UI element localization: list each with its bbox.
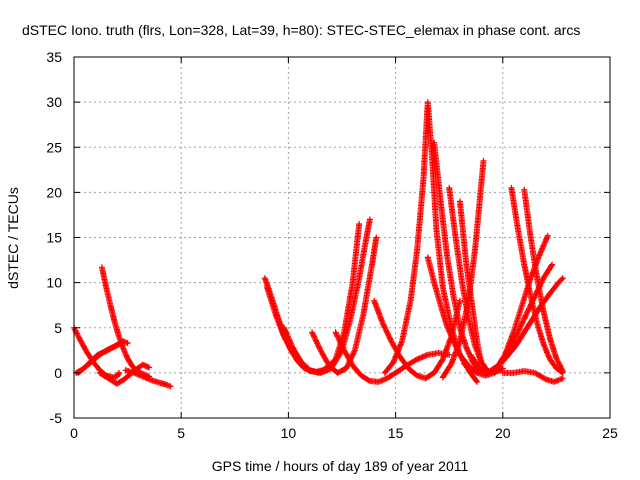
y-tick-label: 0 (54, 365, 62, 381)
series-arc-11 (332, 329, 453, 385)
series-markers (439, 157, 487, 381)
y-tick-label: 15 (46, 230, 62, 246)
series-arc-22 (508, 184, 566, 376)
chart-title: dSTEC Iono. truth (flrs, Lon=328, Lat=39… (22, 22, 580, 38)
x-tick-label: 5 (177, 425, 185, 441)
series-markers (309, 234, 380, 376)
x-tick-label: 10 (281, 425, 297, 441)
series-arc-12 (371, 297, 463, 382)
series-arc-10 (309, 234, 380, 376)
series-arc-4 (98, 264, 152, 380)
data-series (71, 99, 566, 390)
x-tick-label: 0 (70, 425, 78, 441)
y-axis-label: dSTEC / TECUs (5, 187, 21, 289)
series-arc-6 (122, 367, 174, 390)
series-arc-18 (439, 157, 487, 381)
y-tick-label: 30 (46, 94, 62, 110)
series-markers (332, 329, 453, 385)
y-tick-label: 35 (46, 49, 62, 65)
axis-ticks: 0 5 10 15 20 25 -5 0 5 10 15 20 25 30 35 (46, 49, 618, 441)
series-markers (371, 297, 463, 382)
x-tick-label: 15 (388, 425, 404, 441)
series-markers (508, 184, 566, 376)
series-markers (98, 264, 152, 380)
y-tick-label: 5 (54, 320, 62, 336)
series-arc-24 (499, 368, 566, 385)
series-arc-23 (521, 186, 566, 375)
series-markers (122, 367, 174, 390)
series-markers (521, 186, 566, 375)
series-markers (499, 368, 566, 385)
series-markers (381, 99, 481, 385)
y-tick-label: 20 (46, 184, 62, 200)
y-tick-label: 10 (46, 275, 62, 291)
x-tick-label: 25 (602, 425, 618, 441)
y-tick-label: 25 (46, 139, 62, 155)
y-tick-label: -5 (50, 410, 63, 426)
x-axis-label: GPS time / hours of day 189 of year 2011 (212, 458, 469, 474)
x-tick-label: 20 (495, 425, 511, 441)
series-arc-13 (381, 99, 481, 385)
